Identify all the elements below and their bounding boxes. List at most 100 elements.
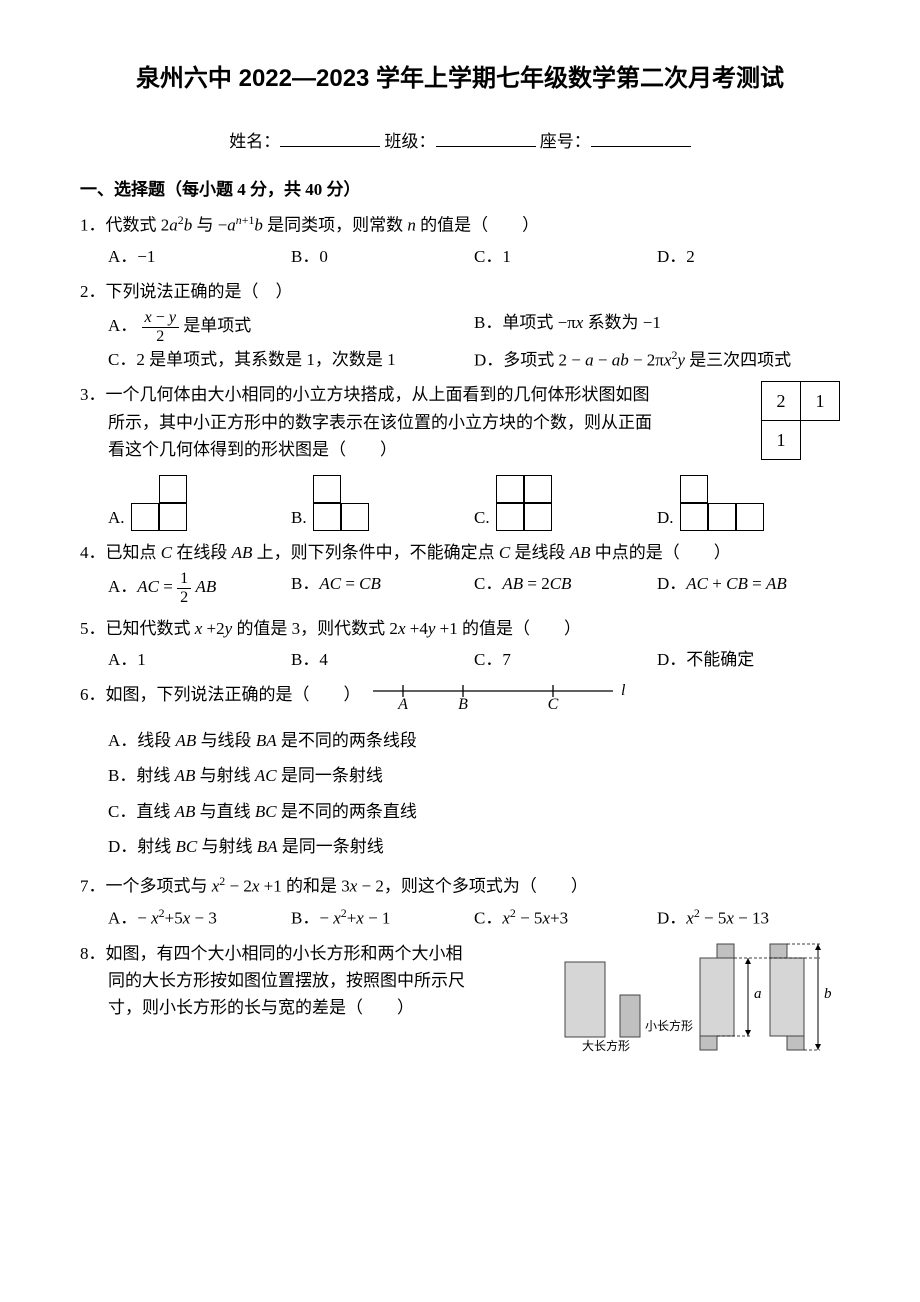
- q2-opt-c: C．2 是单项式，其系数是 1，次数是 1: [108, 346, 474, 374]
- q7-a: 7．一个多项式与: [80, 877, 212, 896]
- class-blank: [436, 129, 536, 147]
- q7-opt-c: C．x2 − 5x+3: [474, 904, 657, 932]
- q5-opt-b: B．4: [291, 646, 474, 673]
- q1-opt-b: B．0: [291, 243, 474, 270]
- q4-cl: C．: [474, 574, 502, 593]
- q3-l1: 3．一个几何体由大小相同的小立方块搭成，从上面看到的几何体形状图如图: [80, 381, 840, 408]
- question-5: 5．已知代数式 x +2y 的值是 3，则代数式 2x +4y +1 的值是（ …: [80, 615, 840, 642]
- q4-opt-b: B．AC = CB: [291, 570, 474, 607]
- q3-b-label: B.: [291, 504, 307, 531]
- q6-opt-a: A．线段 AB 与线段 BA 是不同的两条线段A．线段 AB 与线段 BA 是不…: [108, 727, 840, 754]
- q1-options: A．−1 B．0 C．1 D．2: [108, 243, 840, 270]
- q1-text-b: 与: [196, 215, 217, 234]
- q7-c: +1 的和是 3: [264, 877, 350, 896]
- q2-options: A． x − y2 是单项式 B．单项式 −πx 系数为 −1 C．2 是单项式…: [108, 309, 840, 373]
- class-label: 班级：: [385, 132, 436, 151]
- question-4: 4．已知点 C 在线段 AB 上，则下列条件中，不能确定点 C 是线段 AB 中…: [80, 539, 840, 566]
- q7-d: − 2，则这个多项式为（ ）: [362, 877, 588, 896]
- exam-page: 泉州六中 2022—2023 学年上学期七年级数学第二次月考测试 姓名： 班级：…: [0, 0, 920, 1102]
- q3-topview: 21 1: [761, 381, 840, 460]
- seat-label: 座号：: [540, 132, 591, 151]
- q2-opt-a: A． x − y2 是单项式: [108, 309, 474, 346]
- q2-b-l: B．单项式 −π: [474, 313, 576, 332]
- q6-A: A: [397, 696, 408, 713]
- q4-a: 4．已知点: [80, 543, 161, 562]
- q3-c-label: C.: [474, 504, 490, 531]
- q8-figure: 大长方形 小长方形: [560, 940, 840, 1058]
- q4-options: A．AC = 12 AB B．AC = CB C．AB = 2CB D．AC +…: [108, 570, 840, 607]
- q6-opt-b: B．射线 AB 与射线 AC 是同一条射线: [108, 762, 840, 789]
- topview-empty: [801, 421, 840, 460]
- q4-b: 在线段: [176, 543, 231, 562]
- q1-opt-d: D．2: [657, 243, 840, 270]
- q1-text-d: 的值是（ ）: [420, 215, 539, 234]
- name-label: 姓名：: [229, 132, 280, 151]
- q2-d-l: D．多项式 2 −: [474, 350, 585, 369]
- q6-C: C: [547, 696, 558, 713]
- q6-text: 6．如图，下列说法正确的是（ ）: [80, 681, 361, 708]
- q2-a-r: 是单项式: [183, 316, 251, 335]
- q4-opt-c: C．AB = 2CB: [474, 570, 657, 607]
- question-2: 2．下列说法正确的是（ ）: [80, 278, 840, 305]
- q3-opt-c: C.: [474, 475, 657, 531]
- q8-a: a: [754, 986, 762, 1002]
- q5-c: 的值是 3，则代数式 2: [236, 619, 398, 638]
- q2-opt-d: D．多项式 2 − a − ab − 2πx2y 是三次四项式: [474, 346, 840, 374]
- q3-a-label: A.: [108, 504, 125, 531]
- q5-d: +4: [410, 619, 428, 638]
- q6-options: A．线段 AB 与线段 BA 是不同的两条线段A．线段 AB 与线段 BA 是不…: [108, 723, 840, 864]
- q4-bl: B．: [291, 574, 319, 593]
- q5-b: +2: [207, 619, 225, 638]
- q8-big-label: 大长方形: [582, 1038, 630, 1053]
- q1-opt-c: C．1: [474, 243, 657, 270]
- question-1: 1．代数式 2a2b 与 −an+1b 是同类项，则常数 n 的值是（ ）: [80, 211, 840, 239]
- topview-cell: 2: [762, 382, 801, 421]
- q7-opt-d: D．x2 − 5x − 13: [657, 904, 840, 932]
- question-8: 大长方形 小长方形: [80, 940, 840, 1058]
- q1-a-val: −1: [137, 247, 155, 266]
- q2-a-l: A．: [108, 316, 137, 335]
- q7-options: A．− x2+5x − 3 B．− x2+x − 1 C．x2 − 5x+3 D…: [108, 904, 840, 932]
- question-6: 6．如图，下列说法正确的是（ ） A B C l: [80, 681, 840, 719]
- q4-c: 上，则下列条件中，不能确定点: [257, 543, 499, 562]
- q8-b: b: [824, 986, 832, 1002]
- q2-d-r: 是三次四项式: [685, 350, 791, 369]
- q5-opt-d: D．不能确定: [657, 646, 840, 673]
- q1-text-c: 是同类项，则常数: [267, 215, 407, 234]
- q3-l3: 看这个几何体得到的形状图是（ ）: [108, 436, 840, 463]
- q7-opt-b: B．− x2+x − 1: [291, 904, 474, 932]
- q1-text-a: 1．代数式 2: [80, 215, 169, 234]
- q6-B: B: [458, 696, 468, 713]
- section-1-head: 一、选择题（每小题 4 分，共 40 分）: [80, 176, 840, 203]
- q5-a: 5．已知代数式: [80, 619, 195, 638]
- q3-d-label: D.: [657, 504, 674, 531]
- q5-options: A．1 B．4 C．7 D．不能确定: [108, 646, 840, 673]
- q7-b: − 2: [230, 877, 252, 896]
- q2-b-r: 系数为 −1: [583, 313, 661, 332]
- q6-opt-d: D．射线 BC 与射线 BA 是同一条射线: [108, 833, 840, 860]
- q4-opt-a: A．AC = 12 AB: [108, 570, 291, 607]
- q1-opt-a: A．−1: [108, 243, 291, 270]
- question-3: 21 1 3．一个几何体由大小相同的小立方块搭成，从上面看到的几何体形状图如图 …: [80, 381, 840, 463]
- q5-opt-a: A．1: [108, 646, 291, 673]
- q4-dl: D．: [657, 574, 686, 593]
- seat-blank: [591, 129, 691, 147]
- topview-cell: 1: [762, 421, 801, 460]
- q4-opt-d: D．AC + CB = AB: [657, 570, 840, 607]
- q5-opt-c: C．7: [474, 646, 657, 673]
- q4-al: A．: [108, 577, 137, 596]
- q3-options: A. B. C. D.: [108, 475, 840, 531]
- q6-opt-c: C．直线 AB 与直线 BC 是不同的两条直线: [108, 798, 840, 825]
- page-title: 泉州六中 2022—2023 学年上学期七年级数学第二次月考测试: [80, 60, 840, 98]
- q3-opt-a: A.: [108, 475, 291, 531]
- q2-opt-b: B．单项式 −πx 系数为 −1: [474, 309, 840, 346]
- q6-l: l: [621, 682, 626, 699]
- question-7: 7．一个多项式与 x2 − 2x +1 的和是 3x − 2，则这个多项式为（ …: [80, 872, 840, 900]
- q3-opt-b: B.: [291, 475, 474, 531]
- q6-figure: A B C l: [373, 681, 633, 719]
- q7-opt-a: A．− x2+5x − 3: [108, 904, 291, 932]
- q3-opt-d: D.: [657, 475, 840, 531]
- q5-e: +1 的值是（ ）: [440, 619, 581, 638]
- q4-d: 是线段: [514, 543, 569, 562]
- q4-e: 中点的是（ ）: [595, 543, 731, 562]
